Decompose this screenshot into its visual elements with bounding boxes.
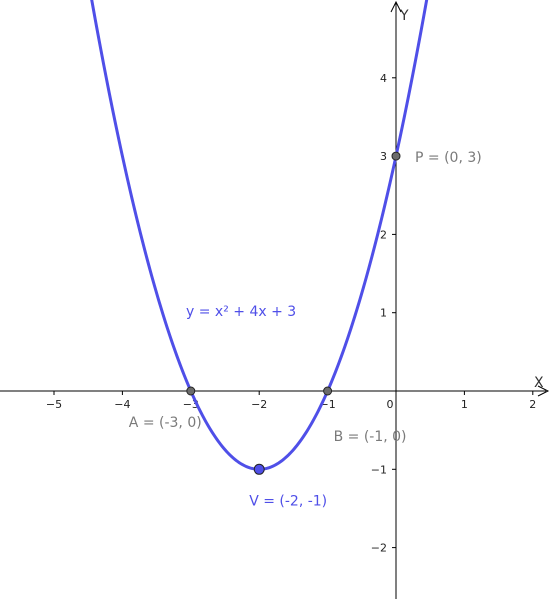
x-axis-arrow (537, 385, 550, 397)
x-tick-label: −2 (251, 398, 267, 411)
x-tick-label: −5 (46, 398, 62, 411)
y-tick-label: 4 (380, 72, 387, 85)
labeled-points: A = (-3, 0) B = (-1, 0) P = (0, 3) V = (-2,… (129, 150, 482, 509)
point-a-marker (186, 386, 196, 396)
x-tick-label: 0 (387, 398, 394, 411)
x-tick-label: −4 (114, 398, 130, 411)
point-b-marker (323, 386, 333, 396)
point-p-marker (391, 151, 401, 161)
y-tick-label: 1 (380, 307, 387, 320)
y-tick-label: −1 (371, 463, 387, 476)
x-tick-label: 2 (529, 398, 536, 411)
y-axis-arrow (390, 0, 402, 13)
point-v-marker (253, 463, 265, 475)
x-axis-title: X (534, 375, 544, 391)
y-tick-label: −2 (371, 542, 387, 555)
point-p-label: P = (0, 3) (415, 150, 482, 166)
point-b-label: B = (-1, 0) (334, 429, 407, 445)
y-tick-label: 2 (380, 228, 387, 241)
y-tick-label: 3 (380, 150, 387, 163)
y-axis-title: Y (399, 8, 409, 24)
point-a-label: A = (-3, 0) (129, 415, 202, 431)
function-label: y = x² + 4x + 3 (186, 304, 296, 320)
x-tick-label: 1 (461, 398, 468, 411)
point-v-label: V = (-2, -1) (249, 493, 327, 509)
